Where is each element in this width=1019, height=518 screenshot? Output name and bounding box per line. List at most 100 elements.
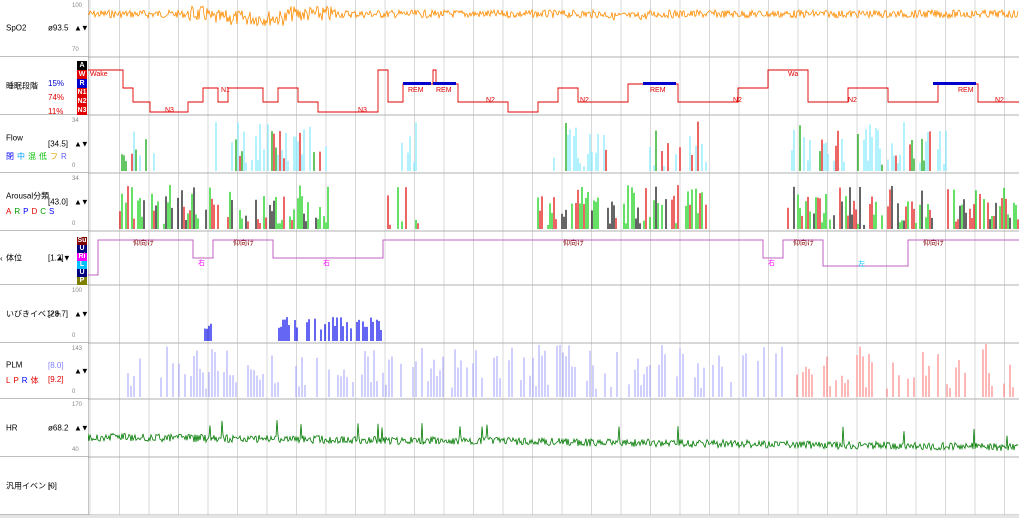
scale-arrows-icon[interactable]: ▲▼: [74, 23, 89, 33]
position-label: 仰向け: [133, 238, 154, 247]
stage-legend-N2[interactable]: N2: [77, 97, 87, 106]
stage-label: N3: [358, 107, 367, 114]
channel-name: 汎用イベント: [6, 481, 54, 490]
collapse-arrow-icon[interactable]: ‹: [0, 254, 3, 263]
channel-row-spo2[interactable]: SpO2 ø93.5 ▲▼ 100 70: [0, 0, 89, 57]
hypnogram-trace: [88, 69, 1019, 113]
position-label: 仰向け: [233, 238, 254, 247]
channel-value: [28.7]: [48, 309, 69, 318]
channel-name: 体位: [6, 253, 22, 262]
channel-name: いびきイベント: [6, 309, 62, 318]
stage-label: N3: [165, 107, 174, 114]
axis-max-label: 34: [72, 118, 79, 124]
stage-label: REM: [650, 87, 666, 94]
plm-value: [8.0]: [48, 361, 64, 370]
scale-arrows-icon[interactable]: ▲▼: [74, 197, 89, 206]
axis-max-label: 170: [72, 402, 83, 408]
plm-value: [9.2]: [48, 375, 64, 384]
axis-min-label: 70: [72, 47, 79, 53]
axis-min-label: 0: [72, 389, 76, 395]
rem-bar: [403, 82, 431, 85]
stage-label: REM: [408, 87, 424, 94]
channel-name: 睡眠段階: [6, 81, 38, 90]
stage-label: REM: [436, 87, 452, 94]
flow-legend-item: フ: [50, 152, 58, 161]
axis-max-label: 143: [72, 346, 83, 352]
axis-max-label: 100: [72, 3, 83, 9]
channel-row-plm[interactable]: PLM ▲▼ 143 0 L P R 体 [8.0] [9.2]: [0, 343, 89, 399]
rem-bar: [643, 82, 676, 85]
stage-legend-N1[interactable]: N1: [77, 88, 87, 97]
channel-value: [1.2]: [48, 253, 64, 262]
scale-arrows-icon[interactable]: ▲▼: [56, 253, 71, 262]
hr-trace: [88, 420, 1019, 452]
axis-min-label: 40: [72, 447, 79, 453]
scale-arrows-icon[interactable]: ▲▼: [74, 366, 89, 375]
channel-value: [0]: [48, 481, 57, 490]
channel-row-arousal[interactable]: Arousal分類 [43.0] ▲▼ 34 0 A R P D C S: [0, 173, 89, 231]
rem-bar: [933, 82, 976, 85]
channel-name: HR: [6, 423, 18, 432]
channel-row-flow[interactable]: Flow [34.5] ▲▼ 34 0 閉中混低フ R: [0, 115, 89, 173]
arousal-legend-item: C: [40, 207, 47, 216]
channel-name: Arousal分類: [6, 191, 50, 201]
position-legend-P[interactable]: P: [77, 277, 87, 285]
scale-arrows-icon[interactable]: ▲▼: [74, 423, 89, 432]
channel-name: Flow: [6, 133, 23, 143]
arousal-legend-item: R: [14, 207, 21, 216]
plm-legend-item: 体: [30, 376, 39, 385]
stage-label: N2: [848, 97, 857, 104]
scale-arrows-icon[interactable]: ▲▼: [74, 139, 89, 148]
position-legend-Su[interactable]: Su: [77, 237, 87, 245]
position-trace: [88, 239, 1019, 276]
arousal-legend-item: P: [23, 207, 29, 216]
flow-legend-item: 低: [39, 152, 47, 161]
position-label: 仰向け: [793, 238, 814, 247]
channel-row-snore[interactable]: いびきイベント [28.7] ▲▼ 100 0: [0, 285, 89, 343]
stage-label: Wake: [90, 71, 108, 78]
position-legend-U[interactable]: U: [77, 269, 87, 277]
stage-label: N2: [733, 97, 742, 104]
horizontal-scrollbar[interactable]: [0, 515, 1019, 518]
flow-legend-item: 閉: [6, 152, 14, 161]
channel-row-pos[interactable]: 体位 [1.2] ▲▼ Su U Ri L U P: [0, 231, 88, 285]
position-legend-U[interactable]: U: [77, 245, 87, 253]
stage-percent: 74%: [48, 93, 65, 102]
position-legend-L[interactable]: L: [77, 261, 87, 269]
arousal-legend-item: D: [31, 207, 38, 216]
stage-label: N2: [486, 97, 495, 104]
channel-row-sleep[interactable]: 睡眠段階 A W R N1 N2 N3 15% 74% 11%: [0, 57, 88, 116]
axis-min-label: 0: [72, 221, 76, 227]
flow-legend-item: R: [61, 152, 67, 161]
stage-legend-N3[interactable]: N3: [77, 106, 87, 115]
stage-legend-W[interactable]: W: [77, 70, 87, 79]
arousal-legend-item: A: [6, 207, 12, 216]
arousal-legend-item: S: [49, 207, 55, 216]
stage-legend-R[interactable]: R: [77, 79, 87, 88]
channel-row-hr[interactable]: HR ø68.2 ▲▼ 170 40: [0, 399, 89, 457]
stage-label: N2: [995, 97, 1004, 104]
stage-label: Wa: [788, 71, 798, 78]
axis-min-label: 0: [72, 163, 76, 169]
stage-legend-A[interactable]: A: [77, 61, 87, 70]
rem-bar: [433, 82, 456, 85]
stage-label: N1: [221, 87, 230, 94]
stage-label: N2: [580, 97, 589, 104]
channel-row-general[interactable]: 汎用イベント [0]: [0, 457, 88, 515]
channel-value: ø68.2: [48, 423, 69, 432]
position-label: 左: [858, 259, 865, 268]
flow-legend-item: 中: [17, 152, 25, 161]
plm-legend-item: L: [6, 376, 11, 385]
position-legend-Ri[interactable]: Ri: [77, 253, 87, 261]
axis-max-label: 100: [72, 288, 83, 294]
stage-percent: 11%: [48, 107, 64, 116]
channel-value: [34.5]: [48, 139, 69, 148]
scale-arrows-icon[interactable]: ▲▼: [74, 309, 89, 318]
plm-legend-item: P: [13, 376, 19, 385]
position-label: 右: [198, 258, 205, 267]
channel-value: [43.0]: [48, 197, 69, 206]
